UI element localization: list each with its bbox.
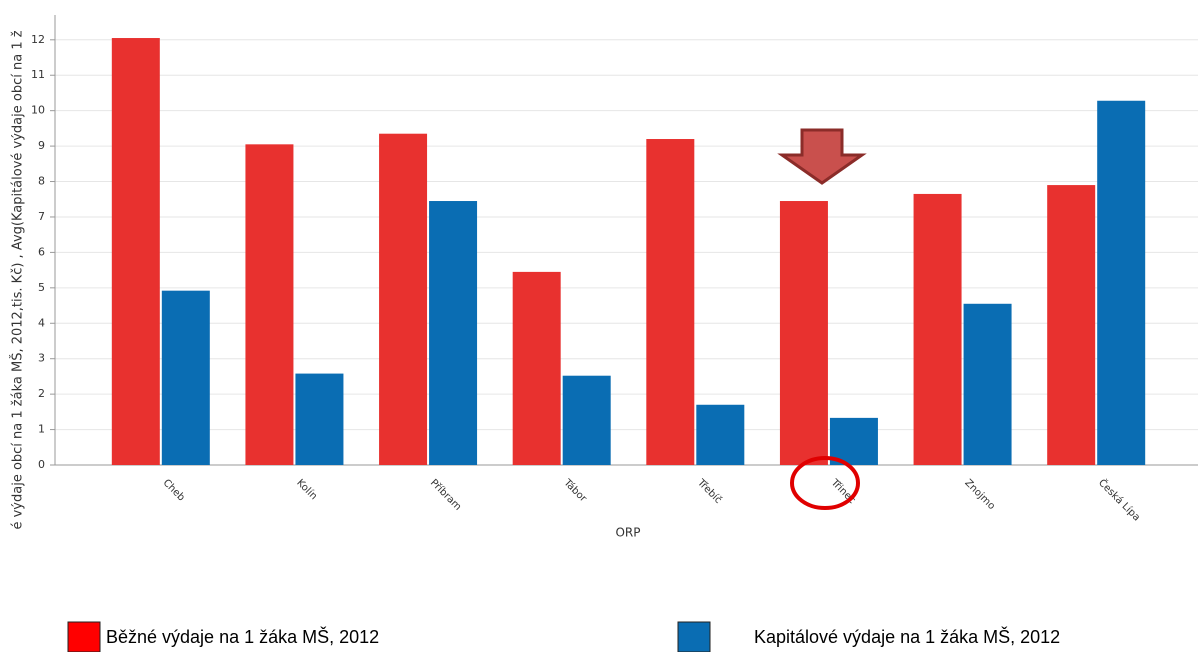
x-tick-label: Příbram xyxy=(428,477,464,513)
x-tick-label: Znojmo xyxy=(962,477,997,512)
legend-label: Běžné výdaje na 1 žáka MŠ, 2012 xyxy=(106,626,379,647)
bar xyxy=(245,144,294,466)
y-tick-label: 3 xyxy=(38,352,45,365)
y-tick-label: 4 xyxy=(38,316,45,329)
y-tick-label: 10 xyxy=(31,104,45,117)
y-tick-label: 11 xyxy=(31,68,45,81)
circle-annotation xyxy=(790,456,860,510)
y-axis-label: é výdaje obcí na 1 žáka MŠ, 2012,tis. Kč… xyxy=(10,30,26,529)
bar xyxy=(646,139,695,465)
legend-swatch xyxy=(677,621,711,652)
bar xyxy=(111,38,160,465)
bar xyxy=(161,290,210,465)
y-tick-label: 2 xyxy=(38,387,45,400)
bar xyxy=(829,417,878,465)
legend-swatch xyxy=(67,621,101,652)
bar xyxy=(779,201,828,465)
bar xyxy=(963,303,1012,465)
bar xyxy=(1097,100,1146,465)
bar xyxy=(913,193,962,465)
y-tick-label: 7 xyxy=(38,210,45,223)
bar xyxy=(295,373,344,465)
x-tick-label: Kolín xyxy=(294,477,320,503)
y-tick-label: 12 xyxy=(31,33,45,46)
y-tick-label: 0 xyxy=(38,458,45,471)
x-tick-label: Tábor xyxy=(561,476,590,505)
x-tick-label: Třinec xyxy=(828,476,858,506)
arrow-annotation xyxy=(777,128,867,185)
x-tick-label: Česká Lípa xyxy=(1096,476,1143,523)
bar xyxy=(512,271,561,465)
bar xyxy=(379,133,428,465)
legend: Běžné výdaje na 1 žáka MŠ, 2012 Kapitálov… xyxy=(67,621,1060,652)
x-axis-label: ORP xyxy=(615,526,640,540)
y-tick-label: 6 xyxy=(38,245,45,258)
y-tick-label: 8 xyxy=(38,175,45,188)
bar xyxy=(1047,185,1096,465)
bar xyxy=(562,375,611,465)
legend-label: Kapitálové výdaje na 1 žáka MŠ, 2012 xyxy=(754,626,1060,647)
y-tick-label: 9 xyxy=(38,139,45,152)
x-tick-label: Cheb xyxy=(161,477,187,503)
y-tick-label: 1 xyxy=(38,423,45,436)
x-tick-label: Třebíč xyxy=(694,476,724,506)
bar xyxy=(429,201,478,465)
bar xyxy=(696,404,745,465)
y-tick-label: 5 xyxy=(38,281,45,294)
